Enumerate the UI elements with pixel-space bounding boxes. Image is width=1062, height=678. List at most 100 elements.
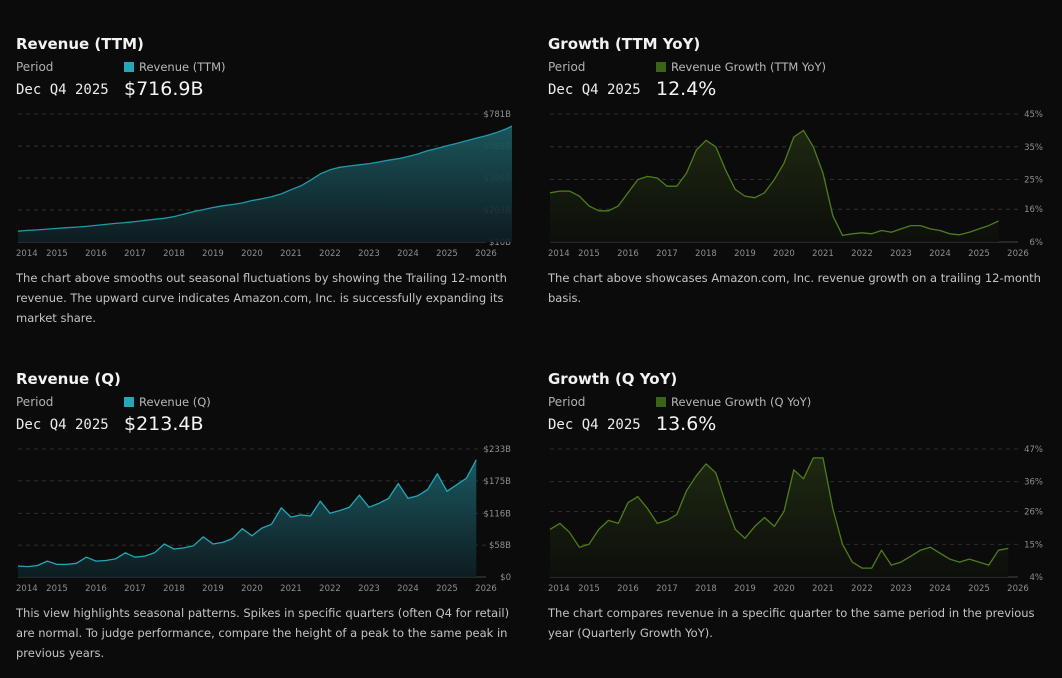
legend-swatch bbox=[124, 397, 134, 407]
legend-item[interactable]: Revenue (Q) bbox=[124, 395, 211, 409]
legend-item[interactable]: Revenue Growth (Q YoY) bbox=[656, 395, 811, 409]
x-tick-label: 2026 bbox=[475, 584, 497, 594]
y-tick-label: 25% bbox=[1024, 176, 1043, 186]
chart-title: Growth (TTM YoY) bbox=[548, 35, 701, 53]
x-tick-label: 2025 bbox=[436, 584, 458, 594]
chart-growth-q-yoy[interactable]: 47% 36% 26% 15% 4% 2014 2015 2016 2017 2018 2019 20… bbox=[548, 442, 1044, 594]
x-tick-label: 2019 bbox=[734, 584, 756, 594]
x-tick-label: 2023 bbox=[358, 249, 380, 259]
x-tick-label: 2017 bbox=[124, 584, 146, 594]
x-tick-label: 2020 bbox=[773, 584, 795, 594]
series-line bbox=[549, 457, 1009, 569]
x-tick-label: 2014 bbox=[16, 584, 38, 594]
x-tick-label: 2019 bbox=[734, 249, 756, 259]
x-tick-label: 2025 bbox=[968, 249, 990, 259]
y-tick-label: 45% bbox=[1024, 110, 1043, 120]
x-tick-label: 2016 bbox=[85, 249, 107, 259]
legend-swatch bbox=[124, 62, 134, 72]
period-label: Period bbox=[16, 60, 54, 74]
x-tick-label: 2025 bbox=[968, 584, 990, 594]
x-tick-label: 2014 bbox=[548, 249, 570, 259]
y-tick-label: 6% bbox=[1030, 238, 1044, 248]
period-label: Period bbox=[548, 60, 586, 74]
x-tick-label: 2014 bbox=[16, 249, 38, 259]
series-area bbox=[550, 130, 999, 242]
y-tick-label: $116B bbox=[484, 509, 512, 519]
y-tick-label: $58B bbox=[489, 541, 511, 551]
legend-item[interactable]: Revenue Growth (TTM YoY) bbox=[656, 60, 826, 74]
y-tick-label: 36% bbox=[1024, 478, 1043, 488]
legend-label: Revenue Growth (Q YoY) bbox=[671, 395, 812, 409]
chart-title: Growth (Q YoY) bbox=[548, 370, 678, 388]
x-tick-label: 2024 bbox=[397, 249, 419, 259]
x-tick-label: 2015 bbox=[578, 584, 600, 594]
series-line bbox=[549, 129, 999, 237]
x-tick-label: 2022 bbox=[851, 584, 873, 594]
x-tick-label: 2026 bbox=[475, 249, 497, 259]
chart-description: This view highlights seasonal patterns. … bbox=[16, 606, 510, 660]
y-tick-label: 16% bbox=[1024, 205, 1043, 215]
metric-value: 12.4% bbox=[656, 78, 717, 100]
x-tick-label: 2022 bbox=[319, 584, 341, 594]
x-tick-label: 2016 bbox=[617, 249, 639, 259]
panel-revenue-q: Revenue (Q) Period Revenue (Q) Dec Q4 20… bbox=[16, 369, 516, 660]
x-tick-label: 2020 bbox=[241, 584, 263, 594]
metric-value: 13.6% bbox=[656, 413, 717, 435]
x-tick-label: 2024 bbox=[929, 249, 951, 259]
metric-value: $716.9B bbox=[124, 78, 204, 100]
x-tick-label: 2023 bbox=[890, 249, 912, 259]
x-tick-label: 2021 bbox=[812, 249, 834, 259]
legend-swatch bbox=[656, 397, 666, 407]
y-tick-label: 26% bbox=[1024, 508, 1043, 518]
x-tick-label: 2026 bbox=[1007, 249, 1029, 259]
x-tick-label: 2022 bbox=[319, 249, 341, 259]
x-tick-label: 2016 bbox=[85, 584, 107, 594]
x-tick-label: 2021 bbox=[812, 584, 834, 594]
legend-label: Revenue (Q) bbox=[139, 395, 211, 409]
legend-item[interactable]: Revenue (TTM) bbox=[124, 60, 225, 74]
chart-description: The chart above smooths out seasonal flu… bbox=[16, 271, 507, 325]
chart-meta: Period Revenue (TTM) Dec Q4 2025 $716.9B bbox=[16, 60, 516, 104]
series-line bbox=[17, 459, 477, 568]
chart-meta: Period Revenue (Q) Dec Q4 2025 $213.4B bbox=[16, 395, 516, 439]
period-value: Dec Q4 2025 bbox=[16, 417, 109, 433]
period-label: Period bbox=[16, 395, 54, 409]
metric-value: $213.4B bbox=[124, 413, 204, 435]
x-tick-label: 2024 bbox=[397, 584, 419, 594]
y-tick-label: 4% bbox=[1030, 573, 1044, 583]
period-value: Dec Q4 2025 bbox=[16, 82, 109, 98]
y-tick-label: 15% bbox=[1024, 540, 1043, 550]
y-tick-label: $175B bbox=[484, 477, 512, 487]
legend-label: Revenue Growth (TTM YoY) bbox=[671, 60, 826, 74]
x-tick-label: 2018 bbox=[163, 584, 185, 594]
panel-growth-q-yoy: Growth (Q YoY) Period Revenue Growth (Q … bbox=[548, 369, 1048, 640]
x-tick-label: 2025 bbox=[436, 249, 458, 259]
chart-title: Revenue (Q) bbox=[16, 370, 121, 388]
x-tick-label: 2026 bbox=[1007, 584, 1029, 594]
legend-label: Revenue (TTM) bbox=[139, 60, 226, 74]
y-tick-label: $10B bbox=[489, 238, 511, 248]
x-tick-label: 2015 bbox=[578, 249, 600, 259]
x-tick-label: 2014 bbox=[548, 584, 570, 594]
x-tick-label: 2021 bbox=[280, 584, 302, 594]
x-tick-label: 2019 bbox=[202, 584, 224, 594]
x-tick-label: 2015 bbox=[46, 584, 68, 594]
y-tick-label: $0 bbox=[500, 573, 511, 583]
y-tick-label: $233B bbox=[484, 445, 512, 455]
series-line bbox=[17, 125, 512, 232]
x-tick-label: 2017 bbox=[656, 584, 678, 594]
x-tick-label: 2023 bbox=[358, 584, 380, 594]
x-tick-label: 2018 bbox=[163, 249, 185, 259]
x-tick-label: 2024 bbox=[929, 584, 951, 594]
period-value: Dec Q4 2025 bbox=[548, 82, 641, 98]
chart-title: Revenue (TTM) bbox=[16, 35, 144, 53]
series-area bbox=[550, 457, 1009, 577]
x-tick-label: 2019 bbox=[202, 249, 224, 259]
chart-growth-ttm-yoy[interactable]: 45% 35% 25% 16% 6% 2014 2015 2016 2017 2018 2019 20… bbox=[548, 107, 1044, 259]
chart-meta: Period Revenue Growth (TTM YoY) Dec Q4 2… bbox=[548, 60, 1048, 104]
chart-revenue-q[interactable]: $233B $175B $116B $58B $0 2014 2015 2016 2017 201… bbox=[16, 442, 512, 594]
x-tick-label: 2015 bbox=[46, 249, 68, 259]
period-value: Dec Q4 2025 bbox=[548, 417, 641, 433]
chart-revenue-ttm[interactable]: $781B$588B$396B$203B$10B2014201520162017… bbox=[16, 107, 512, 259]
panel-revenue-ttm: Revenue (TTM) Period Revenue (TTM) Dec Q… bbox=[16, 34, 516, 325]
